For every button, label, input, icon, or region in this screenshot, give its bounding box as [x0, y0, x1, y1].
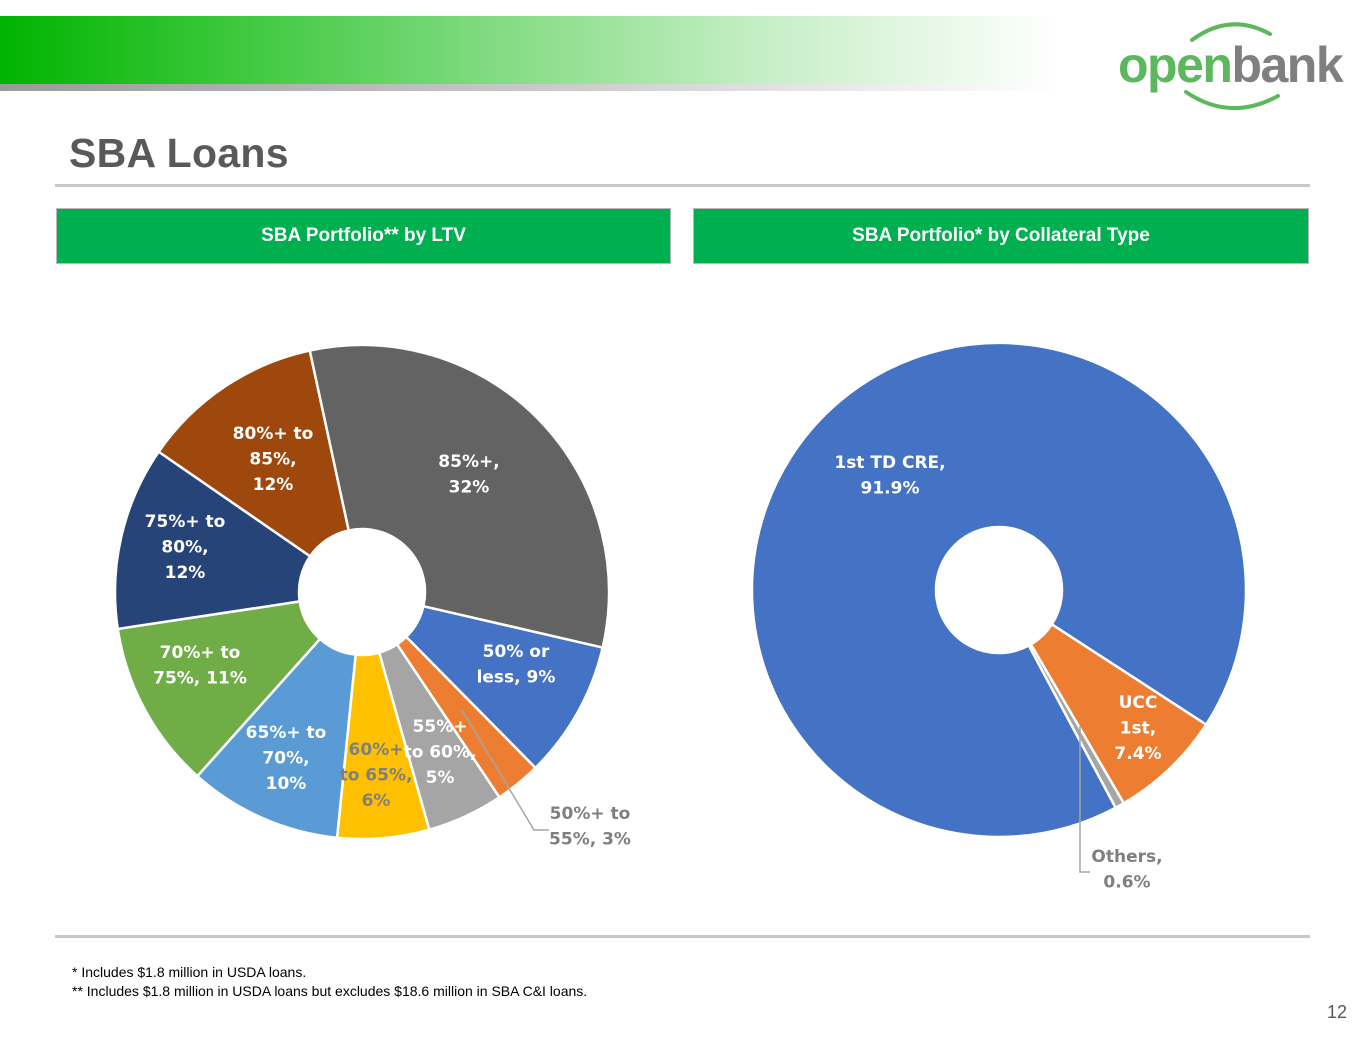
- logo-word-open: open: [1118, 37, 1231, 93]
- ltv-panel-header-label: SBA Portfolio** by LTV: [261, 225, 466, 246]
- leader-line-50-to-55-3: [461, 709, 549, 831]
- header-band-shadow: [0, 84, 1060, 91]
- label-50-to-55-3: 50%+ to 55%, 3%: [549, 804, 631, 850]
- footer-divider: [55, 935, 1310, 938]
- logo-arc-top: [1190, 22, 1272, 42]
- label-line: 85%,: [249, 450, 296, 470]
- slice-1st-td-cre-91-9: [750, 341, 1248, 839]
- label-line: 1st TD CRE,: [834, 453, 945, 473]
- slice-50-or-less-9: [404, 604, 605, 770]
- label-line: 60%+: [349, 740, 404, 760]
- label-line: 12%: [165, 563, 206, 583]
- slice-85-32: [308, 343, 611, 650]
- label-line: 5%: [426, 768, 455, 788]
- header-gradient-band: [0, 16, 1060, 84]
- label-85-32: 85%+, 32%: [438, 452, 499, 498]
- title-divider: [55, 184, 1310, 187]
- slice-70-to-75-11: [116, 599, 322, 778]
- label-75-to-80-12: 75%+ to 80%, 12%: [145, 512, 226, 583]
- label-line: 7.4%: [1114, 744, 1161, 764]
- label-line: 80%+ to: [233, 424, 314, 444]
- label-50-or-less-9: 50% or less, 9%: [477, 642, 556, 688]
- footnote-usda: * Includes $1.8 million in USDA loans.: [72, 964, 307, 980]
- label-line: UCC: [1119, 693, 1158, 713]
- logo-word-bank: bank: [1231, 37, 1343, 93]
- label-1st-td-cre-91-9: 1st TD CRE, 91.9%: [834, 453, 945, 499]
- slice-80-to-85-12: [156, 349, 351, 558]
- label-55-to-60-5: 55%+ to 60%, 5%: [404, 717, 477, 788]
- logo-arc-bottom: [1184, 90, 1280, 111]
- slice-65-to-70-10: [195, 637, 358, 840]
- label-70-to-75-11: 70%+ to 75%, 11%: [153, 643, 247, 689]
- label-line: 70%+ to: [160, 643, 241, 663]
- openbank-logo: openbank: [1118, 22, 1345, 111]
- label-line: 0.6%: [1103, 873, 1150, 893]
- label-line: to 65%,: [340, 766, 413, 786]
- svg-text:openbank: openbank: [1118, 37, 1344, 93]
- label-line: 75%+ to: [145, 512, 226, 532]
- label-line: 10%: [266, 774, 307, 794]
- ltv-donut-chart: 50% or less, 9%50%+ to 55%, 3%55%+ to 60%, 5…: [113, 343, 631, 850]
- label-80-to-85-12: 80%+ to 85%, 12%: [233, 424, 314, 495]
- collateral-donut-chart: UCC 1st, 7.4% Others, 0.6% 1st TD CRE, 91.9%: [750, 341, 1248, 893]
- label-line: to 60%,: [404, 743, 477, 763]
- label-line: 1st,: [1120, 719, 1157, 739]
- label-line: 50%+ to: [550, 804, 631, 824]
- label-60-to-65-6: 60%+ to 65%, 6%: [340, 740, 413, 811]
- label-line: 50% or: [483, 642, 550, 662]
- label-line: 55%, 3%: [549, 830, 631, 850]
- label-line: 85%+,: [438, 452, 499, 472]
- page-number: 12: [1327, 1002, 1348, 1022]
- collateral-panel-header: SBA Portfolio* by Collateral Type: [693, 208, 1309, 264]
- label-line: 65%+ to: [246, 723, 327, 743]
- label-line: 12%: [253, 475, 294, 495]
- label-line: 91.9%: [861, 479, 920, 499]
- label-65-to-70-10: 65%+ to 70%, 10%: [246, 723, 327, 794]
- label-line: 80%,: [161, 538, 208, 558]
- label-ucc-1st-7-4: UCC 1st, 7.4%: [1114, 693, 1161, 764]
- slice-75-to-80-12: [113, 450, 312, 631]
- label-line: 55%+: [413, 717, 468, 737]
- label-line: 6%: [362, 791, 391, 811]
- label-line: less, 9%: [477, 668, 556, 688]
- label-line: 70%,: [262, 749, 309, 769]
- page-title: SBA Loans: [69, 130, 289, 176]
- leader-line-others-0-6: [1079, 726, 1090, 873]
- label-line: 32%: [449, 478, 490, 498]
- ltv-panel-header: SBA Portfolio** by LTV: [56, 208, 671, 264]
- label-line: Others,: [1091, 847, 1162, 867]
- label-others-0-6: Others, 0.6%: [1091, 847, 1162, 893]
- footnote-usda-sba-ci: ** Includes $1.8 million in USDA loans b…: [72, 983, 588, 999]
- collateral-panel-header-label: SBA Portfolio* by Collateral Type: [852, 225, 1150, 246]
- label-line: 75%, 11%: [153, 669, 247, 689]
